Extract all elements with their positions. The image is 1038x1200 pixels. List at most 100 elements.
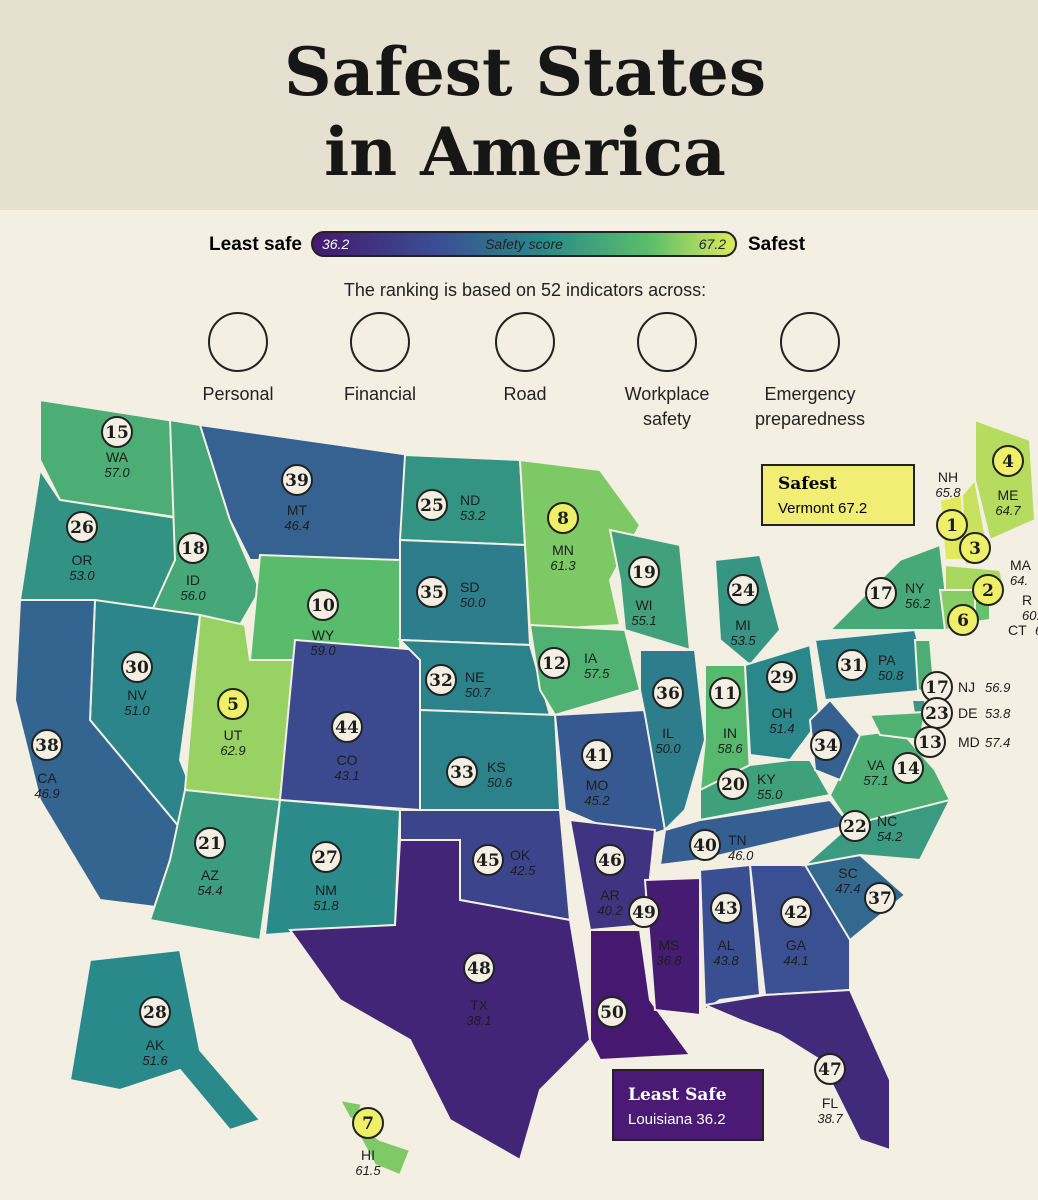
rank-badge xyxy=(865,577,897,609)
state-abbr: CO xyxy=(337,752,358,768)
state-score: 61.3 xyxy=(550,558,576,573)
legend-max: 67.2 xyxy=(699,236,726,252)
rank-number: 12 xyxy=(542,654,566,674)
state-score: 51.8 xyxy=(313,898,339,913)
state-abbr: NE xyxy=(465,669,484,685)
state-abbr: DE xyxy=(958,705,977,721)
state-score: 64.7 xyxy=(995,503,1021,518)
callout-text: Louisiana 36.2 xyxy=(628,1111,726,1128)
states: 15WA57.026OR53.018ID56.039MT46.410WY59.0… xyxy=(13,398,1038,1178)
rank-number: 14 xyxy=(896,759,920,779)
rank-number: 2 xyxy=(982,581,994,601)
state-score: 54.4 xyxy=(197,883,222,898)
state-score: 36.8 xyxy=(656,953,682,968)
rank-number: 19 xyxy=(632,563,656,583)
rank-badge xyxy=(121,651,153,683)
state-score: 56.0 xyxy=(180,588,206,603)
rank-badge xyxy=(463,952,495,984)
rank-badge xyxy=(446,756,478,788)
rank-number: 26 xyxy=(70,518,94,538)
rank-badge xyxy=(914,726,946,758)
rank-badge xyxy=(959,532,991,564)
state-abbr: MA xyxy=(1010,557,1032,573)
rank-badge xyxy=(947,604,979,636)
state-score: 51.0 xyxy=(124,703,150,718)
rank-badge xyxy=(814,1053,846,1085)
state-score: 62. xyxy=(1035,623,1038,638)
state-abbr: ND xyxy=(460,492,480,508)
state-score: 43.8 xyxy=(713,953,739,968)
rank-number: 46 xyxy=(598,851,622,871)
callout-box xyxy=(612,1069,764,1141)
rank-badge xyxy=(352,1107,384,1139)
rank-number: 50 xyxy=(600,1003,624,1023)
rank-number: 40 xyxy=(693,836,717,856)
icon xyxy=(208,312,268,372)
state-score: 62.9 xyxy=(220,743,245,758)
rank-badge xyxy=(780,896,812,928)
state-score: 57.0 xyxy=(104,465,130,480)
state-abbr: WY xyxy=(312,627,335,643)
rank-badge xyxy=(836,649,868,681)
rank-badge xyxy=(628,896,660,928)
rank-number: 43 xyxy=(714,899,738,919)
state-abbr: AZ xyxy=(201,867,219,883)
callout-heading: Least Safe xyxy=(628,1085,727,1105)
callout-heading: Safest xyxy=(778,474,837,494)
state-score: 47.4 xyxy=(835,881,860,896)
indicator-label: Emergency xyxy=(764,384,855,404)
rank-number: 3 xyxy=(969,539,981,559)
state-score: 46.4 xyxy=(284,518,309,533)
rank-badge xyxy=(416,489,448,521)
state-score: 53.5 xyxy=(730,633,756,648)
state-abbr: WI xyxy=(635,597,652,613)
state-score: 61.5 xyxy=(355,1163,381,1178)
state-abbr: ID xyxy=(186,572,200,588)
state-abbr: HI xyxy=(361,1147,375,1163)
state-abbr: AK xyxy=(146,1037,165,1053)
state-abbr: CT xyxy=(1008,622,1027,638)
rank-badge xyxy=(810,729,842,761)
state-abbr: OH xyxy=(772,705,793,721)
icon xyxy=(780,312,840,372)
state-score: 38.7 xyxy=(817,1111,843,1126)
rank-number: 7 xyxy=(362,1114,374,1134)
state-score: 50.7 xyxy=(465,685,491,700)
title-line: Safest States xyxy=(284,33,766,111)
state-abbr: MO xyxy=(586,777,609,793)
rank-badge xyxy=(177,532,209,564)
state-shape xyxy=(68,948,262,1132)
state-abbr: GA xyxy=(786,937,807,953)
state-abbr: UT xyxy=(224,727,243,743)
state-score: 51.6 xyxy=(142,1053,168,1068)
rank-number: 20 xyxy=(721,775,745,795)
rank-number: 29 xyxy=(770,668,794,688)
rank-number: 10 xyxy=(311,596,335,616)
rank-number: 5 xyxy=(227,695,239,715)
rank-badge xyxy=(892,752,924,784)
state-shape xyxy=(701,988,891,1152)
state-abbr: PA xyxy=(878,652,896,668)
rank-badge xyxy=(709,677,741,709)
indicator-label: Workplace xyxy=(625,384,710,404)
state-score: 51.4 xyxy=(769,721,794,736)
state-abbr: OK xyxy=(510,847,531,863)
rank-badge xyxy=(596,996,628,1028)
legend-left: Least safe xyxy=(209,234,302,255)
title-line: in America xyxy=(324,113,726,191)
state-score: 46.9 xyxy=(34,786,59,801)
state-score: 57.1 xyxy=(863,773,888,788)
rank-badge xyxy=(139,996,171,1028)
state-abbr: KY xyxy=(757,771,776,787)
state-shape xyxy=(148,788,282,942)
state-abbr: IN xyxy=(723,725,737,741)
callout-box xyxy=(761,464,915,526)
icon xyxy=(350,312,410,372)
rank-number: 41 xyxy=(585,746,609,766)
callouts: Safest Vermont 67.2 Least Safe Louisiana… xyxy=(612,464,915,1141)
rank-number: 36 xyxy=(656,684,680,704)
state-abbr: NC xyxy=(877,813,897,829)
icon xyxy=(637,312,697,372)
state-abbr: IL xyxy=(662,725,674,741)
